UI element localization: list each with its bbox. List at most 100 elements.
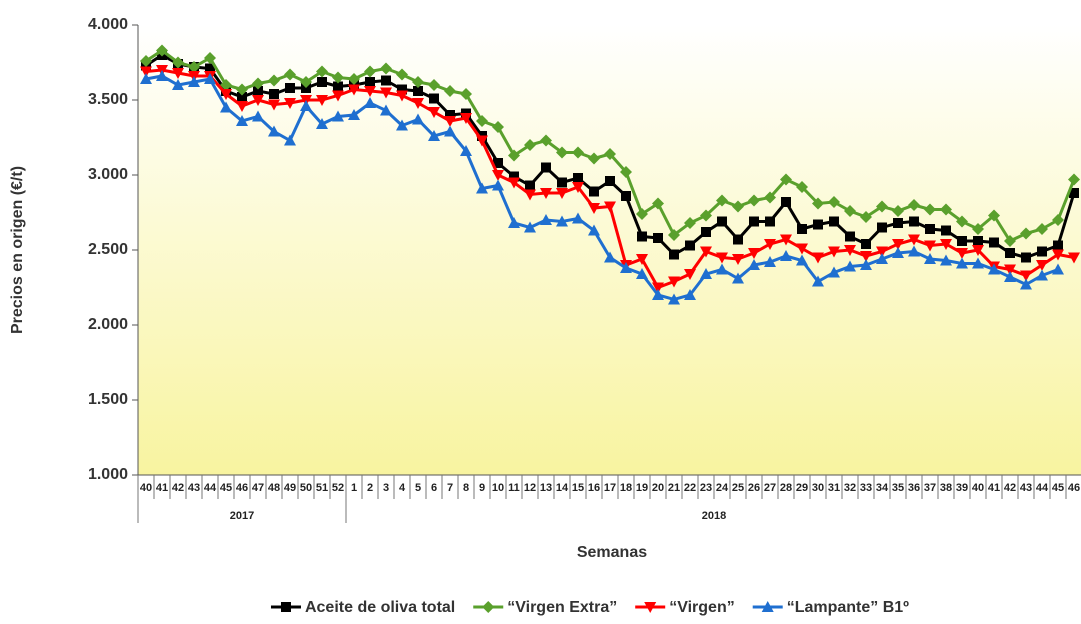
marker bbox=[781, 197, 791, 207]
marker bbox=[380, 104, 392, 116]
marker bbox=[988, 263, 1000, 275]
x-tick-label: 29 bbox=[796, 482, 808, 494]
marker bbox=[812, 252, 824, 264]
x-tick-label: 19 bbox=[636, 482, 648, 494]
marker bbox=[188, 76, 200, 87]
marker bbox=[556, 146, 568, 159]
marker bbox=[444, 116, 456, 127]
marker bbox=[573, 173, 583, 183]
marker bbox=[220, 79, 232, 91]
marker bbox=[749, 216, 759, 227]
marker bbox=[893, 218, 903, 228]
x-tick-label: 22 bbox=[684, 482, 696, 494]
marker bbox=[876, 200, 888, 213]
marker bbox=[644, 602, 657, 613]
marker bbox=[525, 180, 535, 191]
x-tick-label: 27 bbox=[764, 482, 776, 494]
marker bbox=[860, 211, 872, 223]
marker bbox=[716, 252, 728, 264]
x-tick-label: 16 bbox=[588, 482, 600, 494]
marker bbox=[700, 209, 712, 222]
marker bbox=[460, 88, 472, 100]
marker bbox=[540, 214, 552, 225]
marker bbox=[508, 177, 520, 189]
marker bbox=[892, 247, 904, 258]
marker bbox=[348, 109, 360, 120]
marker bbox=[636, 268, 648, 279]
marker bbox=[861, 239, 871, 249]
marker bbox=[557, 177, 567, 188]
marker bbox=[589, 186, 599, 197]
marker bbox=[332, 110, 344, 122]
marker bbox=[812, 275, 824, 287]
marker bbox=[828, 196, 840, 208]
marker bbox=[876, 246, 888, 258]
x-tick-label: 12 bbox=[524, 482, 536, 494]
marker bbox=[1004, 271, 1016, 282]
marker bbox=[332, 90, 344, 102]
y-tick-label: 1.000 bbox=[88, 466, 128, 483]
marker bbox=[652, 289, 664, 300]
marker bbox=[892, 205, 904, 217]
marker bbox=[284, 98, 296, 109]
marker bbox=[381, 75, 391, 86]
plot-area bbox=[138, 25, 1081, 475]
marker bbox=[253, 86, 263, 96]
marker bbox=[716, 194, 728, 207]
marker bbox=[684, 269, 696, 280]
marker bbox=[796, 243, 808, 255]
x-tick-label: 37 bbox=[924, 482, 936, 494]
marker bbox=[828, 246, 840, 258]
marker bbox=[956, 215, 968, 228]
marker bbox=[1020, 278, 1032, 290]
x-tick-label: 45 bbox=[220, 482, 232, 494]
marker bbox=[444, 85, 456, 97]
marker bbox=[156, 44, 168, 57]
x-tick-label: 6 bbox=[431, 482, 437, 494]
marker bbox=[428, 79, 440, 91]
marker bbox=[748, 194, 760, 207]
marker bbox=[412, 98, 424, 109]
marker bbox=[925, 224, 935, 234]
x-tick-label: 51 bbox=[316, 482, 328, 494]
marker bbox=[909, 216, 919, 227]
marker bbox=[957, 236, 967, 246]
marker bbox=[636, 208, 648, 220]
marker bbox=[524, 221, 536, 233]
y-tick-label: 2.500 bbox=[88, 241, 128, 258]
marker bbox=[476, 182, 488, 194]
marker bbox=[876, 253, 888, 264]
x-tick-label: 42 bbox=[1004, 482, 1016, 494]
marker bbox=[493, 158, 503, 168]
x-tick-label: 45 bbox=[1052, 482, 1064, 494]
marker bbox=[924, 203, 936, 216]
x-tick-label: 40 bbox=[140, 482, 152, 494]
marker bbox=[796, 254, 808, 266]
marker bbox=[140, 55, 152, 67]
marker bbox=[444, 125, 456, 137]
marker bbox=[764, 191, 776, 204]
marker bbox=[1021, 252, 1031, 263]
x-tick-label: 32 bbox=[844, 482, 856, 494]
x-tick-label: 13 bbox=[540, 482, 552, 494]
marker bbox=[508, 217, 520, 228]
marker bbox=[541, 162, 551, 173]
marker bbox=[908, 234, 920, 246]
x-tick-label: 17 bbox=[604, 482, 616, 494]
x-tick-label: 47 bbox=[252, 482, 264, 494]
marker bbox=[365, 77, 375, 87]
x-axis-title: Semanas bbox=[577, 544, 647, 561]
marker bbox=[652, 282, 664, 294]
x-tick-label: 30 bbox=[812, 482, 824, 494]
marker bbox=[412, 113, 424, 125]
x-tick-label: 44 bbox=[204, 482, 217, 494]
marker bbox=[316, 118, 328, 129]
marker bbox=[236, 83, 248, 96]
marker bbox=[924, 253, 936, 264]
y-axis-title: Precios en origen (€/t) bbox=[9, 166, 26, 334]
marker bbox=[748, 248, 760, 259]
x-tick-label: 10 bbox=[492, 482, 504, 494]
x-tick-label: 43 bbox=[188, 482, 200, 494]
x-tick-label: 25 bbox=[732, 482, 744, 494]
